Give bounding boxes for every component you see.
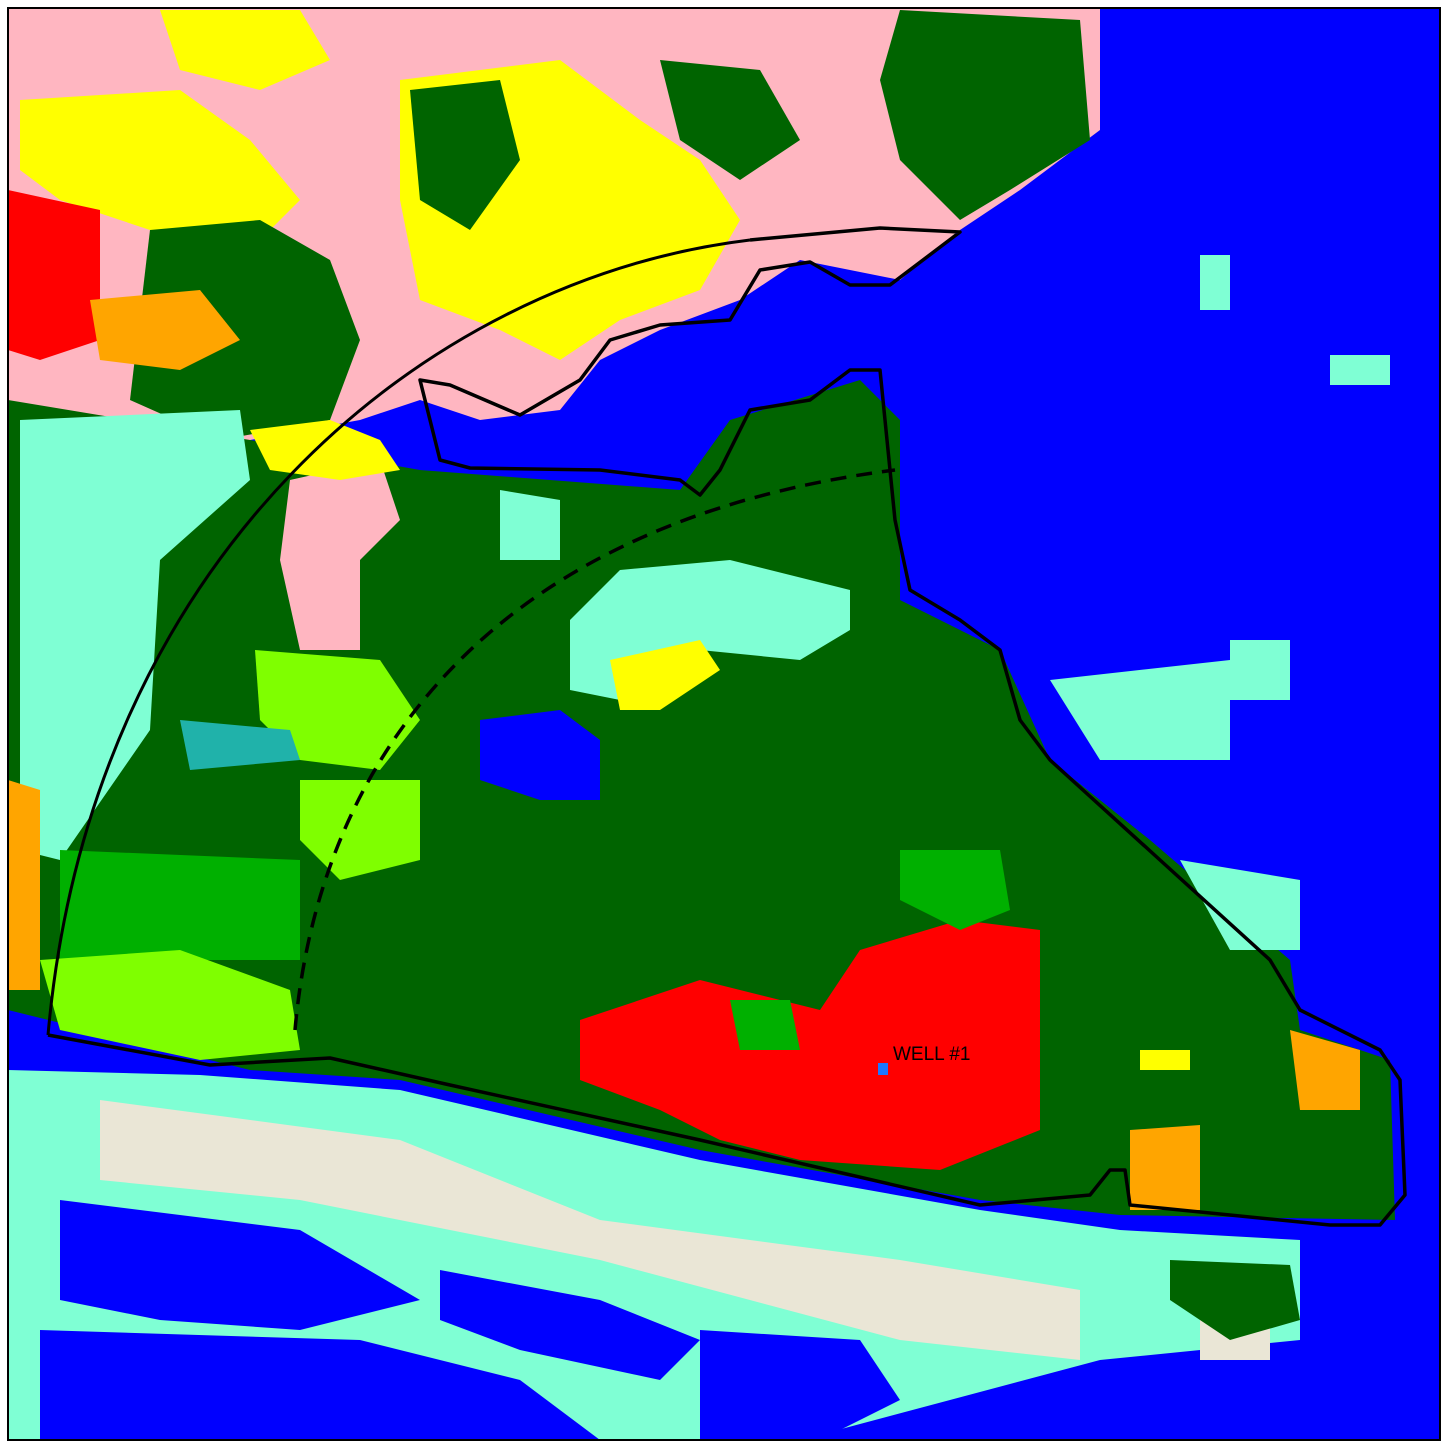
radius-arc (46, 238, 751, 1036)
grassland (500, 490, 560, 560)
water (480, 710, 600, 800)
red-area (8, 190, 100, 360)
grassland (1330, 355, 1390, 385)
land-cover (8, 8, 1440, 1440)
forest (130, 220, 360, 440)
orange-area (1290, 1030, 1360, 1110)
light-green-area (300, 780, 420, 880)
light-green-area (255, 650, 420, 770)
grassland (1230, 640, 1290, 700)
yellow-area (160, 10, 330, 90)
yellow-area (610, 640, 720, 710)
red-area (580, 920, 1040, 1170)
teal-area (180, 720, 300, 770)
grassland (1180, 860, 1300, 950)
well-marker (878, 1063, 888, 1075)
orange-area (8, 780, 40, 990)
forest (880, 10, 1090, 220)
grassland (1050, 660, 1230, 760)
green-area (730, 1000, 800, 1050)
orange-area (90, 290, 240, 370)
grassland (1200, 255, 1230, 310)
green-area (60, 850, 300, 960)
developed-area (280, 460, 400, 650)
barren-land (100, 1100, 1080, 1360)
water (440, 1270, 700, 1380)
water (40, 1330, 600, 1440)
light-green-area (40, 950, 300, 1060)
water (700, 1330, 900, 1440)
green-area (900, 850, 1010, 930)
orange-area (1130, 1125, 1200, 1210)
area-boundary (47, 226, 1407, 1227)
forest (1170, 1260, 1300, 1340)
yellow-area (250, 420, 400, 480)
yellow-area (1140, 1050, 1190, 1070)
inner-arc (293, 468, 896, 1031)
yellow-area (20, 90, 300, 260)
map-frame (7, 7, 1441, 1441)
forest (660, 60, 800, 180)
water (60, 1200, 420, 1330)
well-label: WELL #1 (893, 1044, 970, 1065)
grassland (20, 410, 250, 860)
forest (410, 80, 520, 230)
